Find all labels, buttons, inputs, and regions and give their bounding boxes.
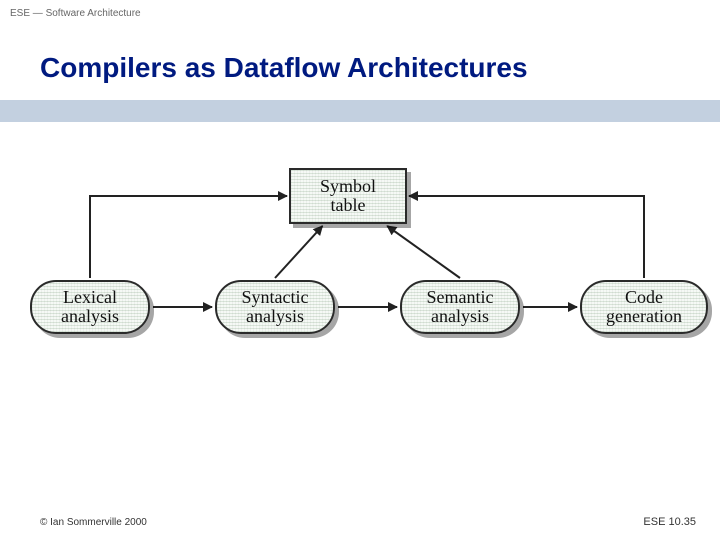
node-semantic-line1: Semantic: [427, 288, 494, 307]
node-symbol-line2: table: [331, 196, 366, 215]
node-codegen-line2: generation: [606, 307, 682, 326]
node-syntactic-line1: Syntactic: [242, 288, 309, 307]
node-syntactic-line2: analysis: [246, 307, 304, 326]
node-codegen: Codegeneration: [580, 280, 708, 334]
dataflow-diagram: SymboltableLexicalanalysisSyntacticanaly…: [0, 150, 720, 450]
page-title: Compilers as Dataflow Architectures: [40, 52, 528, 84]
node-symbol-line1: Symbol: [320, 177, 376, 196]
footer-page-number: ESE 10.35: [643, 516, 696, 528]
slide-page: ESE — Software Architecture Compilers as…: [0, 0, 720, 540]
footer-copyright: © Ian Sommerville 2000: [40, 517, 147, 528]
breadcrumb: ESE — Software Architecture: [10, 8, 141, 19]
node-semantic: Semanticanalysis: [400, 280, 520, 334]
node-symbol: Symboltable: [289, 168, 407, 224]
node-codegen-line1: Code: [625, 288, 663, 307]
node-semantic-line2: analysis: [431, 307, 489, 326]
node-syntactic: Syntacticanalysis: [215, 280, 335, 334]
node-lexical-line1: Lexical: [63, 288, 117, 307]
node-lexical-line2: analysis: [61, 307, 119, 326]
title-band: [0, 100, 720, 122]
node-lexical: Lexicalanalysis: [30, 280, 150, 334]
